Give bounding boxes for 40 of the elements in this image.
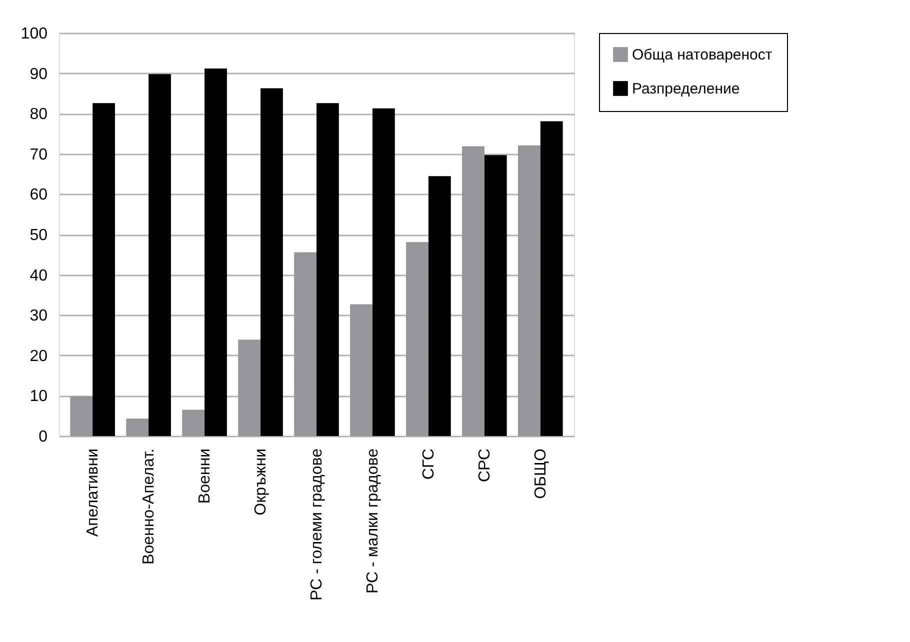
x-tick-label: Апелативни (84, 448, 102, 537)
y-tick-label: 70 (30, 146, 48, 164)
x-tick-label: РС - големи градове (308, 448, 326, 600)
bar (126, 418, 149, 436)
bar (518, 145, 540, 436)
bar (428, 176, 451, 436)
y-tick-label: 90 (30, 66, 48, 83)
x-tick-label: ОБЩО (532, 448, 550, 499)
bar (294, 252, 316, 436)
y-tick-label: 30 (30, 308, 48, 325)
y-tick-label: 100 (20, 26, 48, 42)
bar (372, 108, 395, 436)
bar (92, 103, 115, 436)
bar (204, 68, 227, 436)
x-tick-label: Военно-Апелат. (140, 448, 158, 564)
x-tick-label: РС - малки градове (364, 448, 382, 594)
bar (540, 121, 563, 436)
y-tick-label: 0 (38, 428, 48, 446)
bar (182, 410, 205, 436)
y-tick-label: 60 (30, 186, 48, 204)
y-tick-label: 10 (30, 388, 48, 406)
bar (260, 88, 283, 436)
bar (148, 74, 171, 436)
y-tick-label: 40 (30, 267, 48, 284)
bar (406, 242, 428, 436)
bar (484, 155, 507, 436)
x-tick-label: СГС (420, 448, 438, 480)
x-tick-label: Военни (196, 448, 214, 504)
legend-label: Обща натовареност (632, 46, 772, 64)
bar (238, 340, 261, 436)
x-tick-label: СРС (476, 448, 494, 482)
y-tick-label: 20 (30, 348, 48, 365)
bar (70, 396, 93, 436)
x-tick-label: Окръжни (252, 448, 270, 516)
bar (350, 304, 372, 436)
legend-label: Разпределение (632, 80, 740, 98)
bar (316, 103, 339, 436)
y-tick-label: 80 (30, 106, 48, 124)
y-tick-label: 50 (30, 227, 48, 244)
bar (462, 146, 484, 436)
